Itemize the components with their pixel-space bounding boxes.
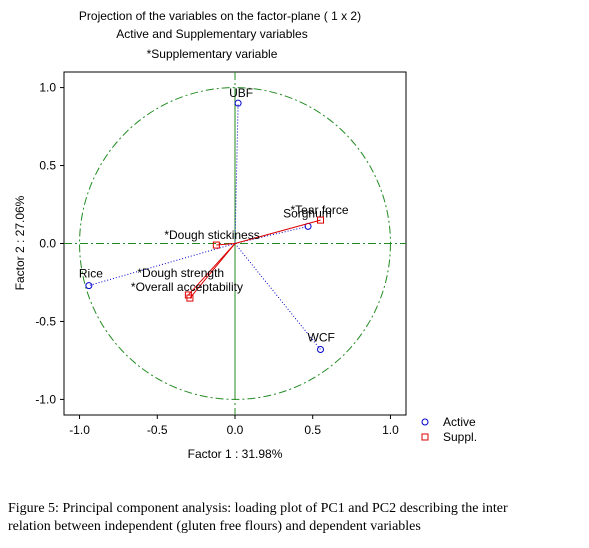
chart-title: Projection of the variables on the facto…	[79, 9, 361, 23]
loading-vector	[187, 243, 236, 296]
x-tick-label: 0.5	[304, 423, 321, 437]
caption: relation between independent (gluten fre…	[8, 519, 421, 534]
point-label: UBF	[229, 86, 253, 100]
y-tick-label: -0.5	[35, 314, 56, 328]
legend-label: Active	[443, 415, 476, 429]
x-tick-label: 0.0	[227, 423, 244, 437]
loading-vector	[88, 243, 236, 287]
y-tick-label: -1.0	[35, 392, 56, 406]
chart-subtitle: Active and Supplementary variables	[116, 27, 307, 41]
caption: Figure 5: Principal component analysis: …	[8, 501, 508, 516]
x-tick-label: -0.5	[147, 423, 168, 437]
point	[317, 346, 324, 354]
point	[212, 241, 220, 249]
point	[421, 418, 429, 426]
point	[234, 99, 242, 107]
point-label: *Overall acceptability	[131, 280, 243, 294]
point	[186, 294, 194, 302]
legend-label: Suppl.	[443, 430, 477, 444]
chart-subtitle: *Supplementary variable	[147, 47, 278, 61]
y-tick-label: 0.5	[39, 159, 56, 173]
point-label: *Dough strength	[137, 266, 224, 280]
loading-vector	[234, 219, 321, 244]
x-axis-label: Factor 1 : 31.98%	[188, 447, 283, 461]
point	[85, 282, 93, 290]
point-label: WCF	[308, 331, 335, 345]
point-label: *Dough stickiness	[164, 228, 259, 242]
y-tick-label: 0.0	[39, 237, 56, 251]
loading-vector	[189, 243, 236, 299]
x-tick-label: 1.0	[382, 423, 399, 437]
chart-background	[0, 0, 589, 470]
point-label: Rice	[79, 267, 103, 281]
y-tick-label: 1.0	[39, 81, 56, 95]
point	[317, 216, 324, 224]
point	[421, 433, 429, 441]
y-axis-label: Factor 2 : 27.06%	[13, 195, 27, 290]
x-tick-label: -1.0	[69, 423, 90, 437]
point-label: *Tear force	[291, 203, 349, 217]
